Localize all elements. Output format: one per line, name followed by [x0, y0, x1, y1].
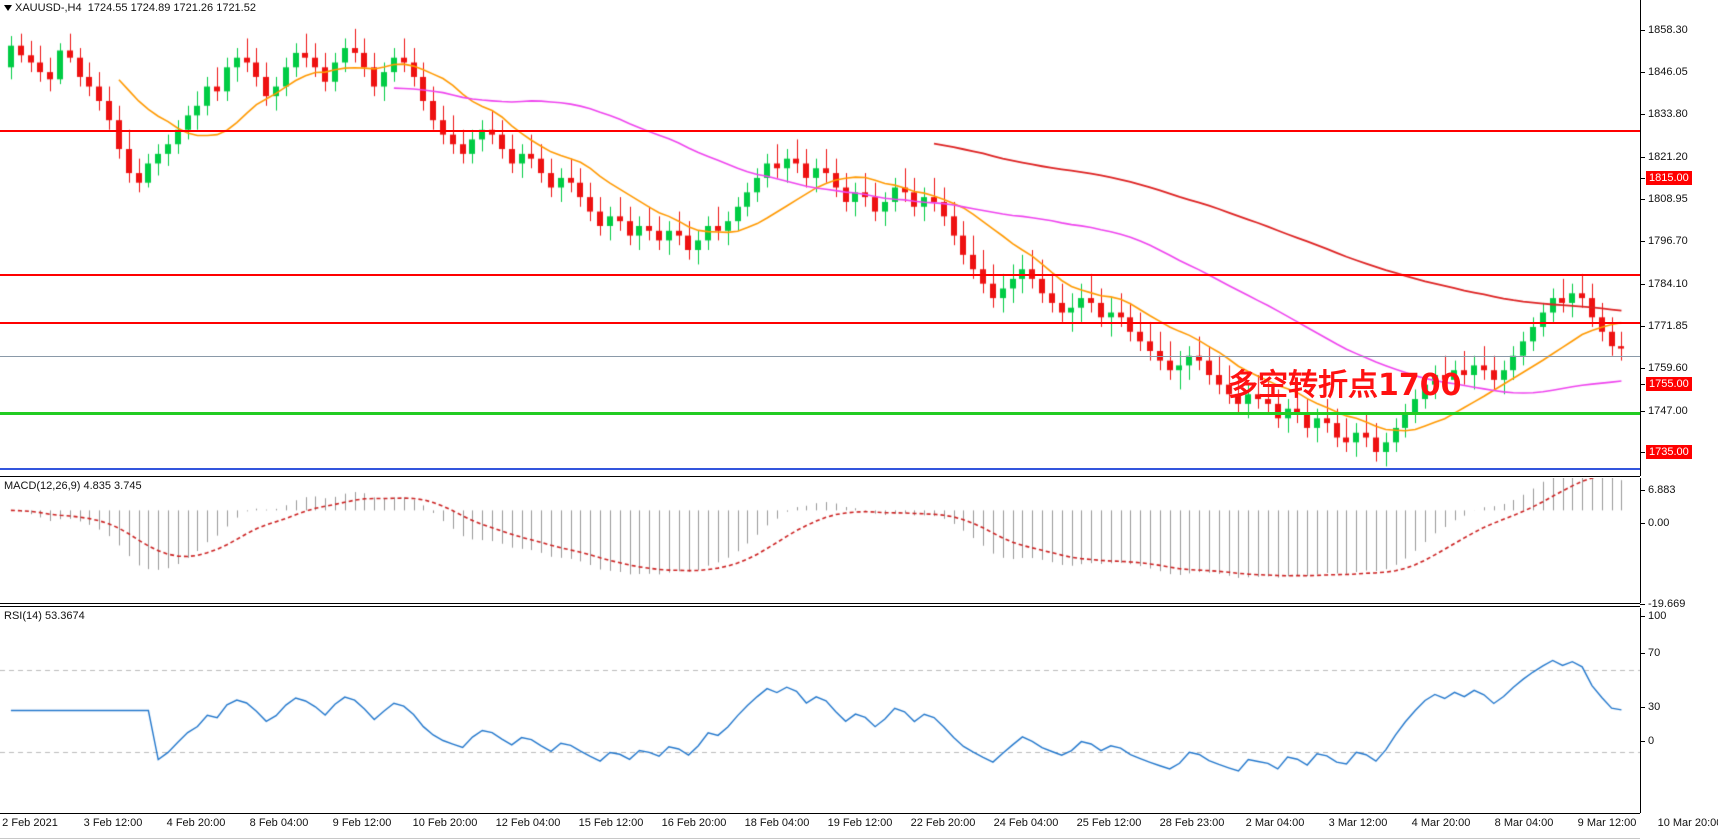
- price-axis-label: 1735.00: [1646, 445, 1692, 459]
- price-axis-tick: [1640, 114, 1645, 115]
- macd-panel-divider-top: [0, 603, 1640, 604]
- rsi-axis-label: 70: [1648, 647, 1661, 659]
- price-panel-divider: [0, 476, 1640, 477]
- price-axis-tick: [1640, 411, 1645, 412]
- current-price-line: [0, 356, 1640, 357]
- time-axis-label: 19 Feb 12:00: [827, 817, 893, 829]
- price-axis[interactable]: 1858.30 1846.05 1833.80 1821.20 1815.00 1808.…: [1640, 0, 1718, 689]
- macd-axis-tick: [1640, 604, 1645, 605]
- macd-axis-line: [1640, 478, 1641, 603]
- price-axis-tick: [1640, 384, 1645, 385]
- macd-axis-label: 0.00: [1648, 517, 1670, 529]
- price-axis-label: 1759.60: [1648, 362, 1688, 374]
- rsi-axis-tick: [1640, 653, 1645, 654]
- price-axis-tick: [1640, 368, 1645, 369]
- time-axis-label: 4 Mar 20:00: [1411, 817, 1471, 829]
- time-axis-label: 4 Feb 20:00: [166, 817, 226, 829]
- rsi-canvas: [0, 608, 1640, 813]
- price-axis-tick: [1640, 284, 1645, 285]
- price-axis-tick: [1640, 178, 1645, 179]
- time-axis-label: 16 Feb 20:00: [661, 817, 727, 829]
- time-axis-label: 8 Feb 04:00: [249, 817, 309, 829]
- price-axis-label: 1833.80: [1648, 108, 1688, 120]
- chart-header: XAUUSD-,H4 1724.55 1724.89 1721.26 1721.…: [4, 2, 256, 14]
- price-axis-label: 1771.85: [1648, 320, 1688, 332]
- price-axis-label: 1784.10: [1648, 278, 1688, 290]
- time-axis-label: 9 Feb 12:00: [332, 817, 392, 829]
- rsi-axis-label: 30: [1648, 701, 1661, 713]
- level-line-1675[interactable]: [0, 468, 1640, 470]
- price-axis-tick: [1640, 452, 1645, 453]
- time-axis-label: 25 Feb 12:00: [1076, 817, 1142, 829]
- price-candles-canvas: [0, 0, 1640, 476]
- time-axis-label: 8 Mar 04:00: [1494, 817, 1554, 829]
- time-axis-label: 24 Feb 04:00: [993, 817, 1059, 829]
- rsi-panel-divider: [0, 813, 1640, 814]
- rsi-axis-label: 0: [1648, 735, 1655, 747]
- time-axis-label: 10 Feb 20:00: [412, 817, 478, 829]
- price-axis-label: 1808.95: [1648, 193, 1688, 205]
- price-axis-label: 1755.00: [1646, 377, 1692, 391]
- rsi-axis-tick: [1640, 741, 1645, 742]
- price-axis-label: 1815.00: [1646, 171, 1692, 185]
- time-axis-separator: [0, 838, 1640, 839]
- price-axis-line: [1640, 0, 1641, 476]
- time-axis-label: 2 Feb 2021: [2, 817, 58, 829]
- macd-canvas: [0, 478, 1640, 603]
- price-axis-tick: [1640, 326, 1645, 327]
- price-axis-tick: [1640, 241, 1645, 242]
- price-axis-tick: [1640, 30, 1645, 31]
- level-line-1815[interactable]: [0, 130, 1640, 132]
- price-axis-tick: [1640, 199, 1645, 200]
- price-chart-panel[interactable]: XAUUSD-,H4 1724.55 1724.89 1721.26 1721.…: [0, 0, 1640, 476]
- level-line-1735[interactable]: [0, 322, 1640, 324]
- chart-ohlc-label: 1724.55 1724.89 1721.26 1721.52: [87, 2, 256, 14]
- time-axis-label: 12 Feb 04:00: [495, 817, 561, 829]
- price-axis-label: 1858.30: [1648, 24, 1688, 36]
- time-axis-label: 9 Mar 12:00: [1577, 817, 1637, 829]
- rsi-axis-tick: [1640, 707, 1645, 708]
- price-axis-label: 1821.20: [1648, 151, 1688, 163]
- macd-axis-tick: [1640, 490, 1645, 491]
- level-line-1700[interactable]: [0, 412, 1640, 415]
- time-axis-label: 22 Feb 20:00: [910, 817, 976, 829]
- macd-panel-divider-bottom: [0, 606, 1640, 607]
- rsi-axis[interactable]: 100 70 30 0: [1640, 608, 1718, 813]
- chart-annotation-text[interactable]: 多空转折点1700: [1228, 368, 1462, 403]
- price-axis-label: 1846.05: [1648, 66, 1688, 78]
- chart-symbol-label: XAUUSD-,H4: [15, 2, 82, 14]
- price-axis-tick: [1640, 157, 1645, 158]
- macd-caption: MACD(12,26,9) 4.835 3.745: [4, 480, 142, 492]
- price-axis-label: 1747.00: [1648, 405, 1688, 417]
- macd-axis-tick: [1640, 523, 1645, 524]
- time-axis-label: 10 Mar 20:00: [1657, 817, 1718, 829]
- rsi-axis-line: [1640, 608, 1641, 813]
- time-axis-label: 28 Feb 23:00: [1159, 817, 1225, 829]
- time-axis-label: 15 Feb 12:00: [578, 817, 644, 829]
- time-axis-label: 3 Feb 12:00: [83, 817, 143, 829]
- level-line-1755[interactable]: [0, 274, 1640, 276]
- rsi-axis-tick: [1640, 616, 1645, 617]
- time-axis-label: 18 Feb 04:00: [744, 817, 810, 829]
- rsi-caption: RSI(14) 53.3674: [4, 610, 85, 622]
- macd-axis-label: 6.883: [1648, 484, 1676, 496]
- triangle-down-icon[interactable]: [4, 5, 12, 12]
- price-axis-tick: [1640, 72, 1645, 73]
- macd-axis-label: -19.669: [1648, 598, 1686, 610]
- rsi-panel[interactable]: RSI(14) 53.3674: [0, 608, 1640, 813]
- time-axis[interactable]: 2 Feb 2021 3 Feb 12:00 4 Feb 20:00 8 Feb 04…: [0, 815, 1718, 839]
- time-axis-label: 2 Mar 04:00: [1245, 817, 1305, 829]
- macd-panel[interactable]: MACD(12,26,9) 4.835 3.745: [0, 478, 1640, 603]
- rsi-axis-label: 100: [1648, 610, 1667, 622]
- time-axis-label: 3 Mar 12:00: [1328, 817, 1388, 829]
- macd-axis[interactable]: 6.883 0.00 -19.669: [1640, 478, 1718, 610]
- price-axis-label: 1796.70: [1648, 235, 1688, 247]
